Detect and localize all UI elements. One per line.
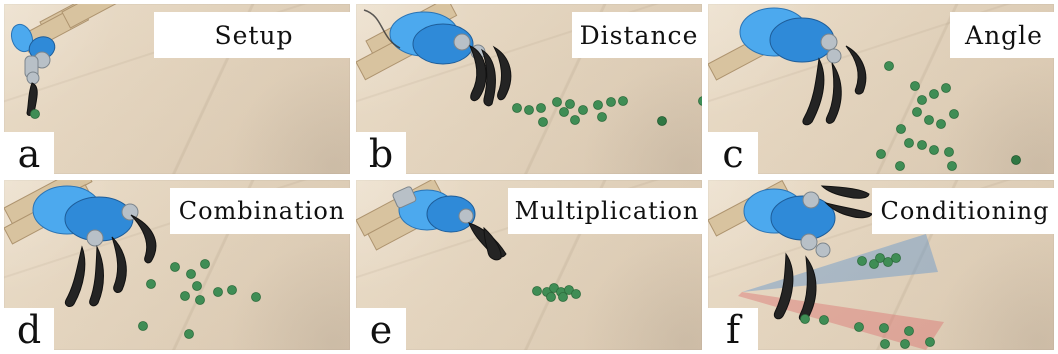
panel-title: Combination — [170, 188, 350, 234]
panel-conditioning: Conditioning f — [708, 180, 1054, 350]
gripper-open — [773, 185, 873, 322]
setup-scene — [10, 4, 132, 119]
panel-title: Angle — [950, 12, 1054, 58]
gripper-open — [802, 45, 867, 126]
green-objects — [532, 283, 581, 302]
panel-letter: e — [356, 308, 406, 350]
panel-multiplication: Multiplication e — [356, 180, 702, 350]
combination-scene — [4, 180, 261, 339]
gripper-open — [64, 214, 157, 308]
panel-title: Multiplication — [508, 188, 702, 234]
robot-arm — [10, 23, 56, 85]
robot-arm — [739, 7, 842, 64]
multiplication-scene — [356, 180, 581, 302]
gripper-open — [469, 45, 512, 107]
panel-letter: b — [356, 132, 406, 174]
panel-title: Distance — [572, 12, 702, 58]
panel-distance: Distance b — [356, 4, 702, 174]
panel-combination: Combination d — [4, 180, 350, 350]
green-objects — [138, 259, 261, 339]
green-objects — [512, 96, 702, 127]
green-objects — [800, 253, 935, 349]
robot-arm — [32, 185, 139, 247]
robot-arm — [392, 186, 476, 233]
robot-arm — [363, 9, 486, 65]
panel-letter: f — [708, 308, 758, 350]
panel-letter: a — [4, 132, 54, 174]
gripper-closed — [468, 222, 507, 261]
robot-arm — [743, 188, 836, 258]
green-objects — [876, 61, 1021, 171]
panel-angle: Angle c — [708, 4, 1054, 174]
green-objects — [30, 109, 40, 119]
distance-scene — [356, 4, 702, 127]
conditioning-scene — [708, 180, 944, 350]
panel-letter: d — [4, 308, 54, 350]
panel-title: Setup — [154, 12, 350, 58]
angle-scene — [708, 7, 1021, 171]
panel-letter: c — [708, 132, 758, 174]
panel-title: Conditioning — [872, 188, 1054, 234]
panel-setup: Setup a — [4, 4, 350, 174]
